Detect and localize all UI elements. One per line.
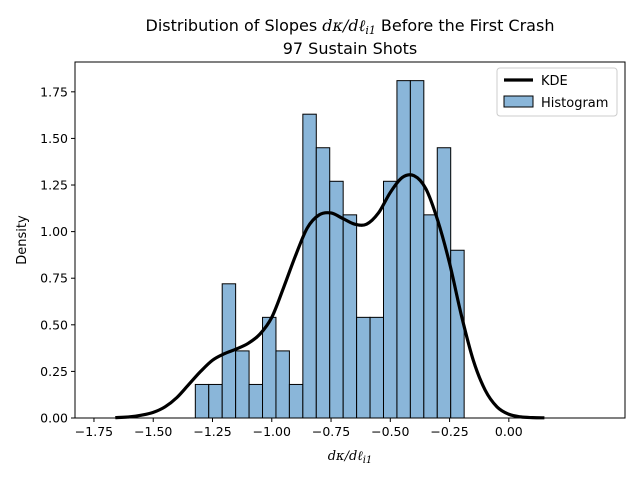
- histogram-bar: [302, 113, 317, 419]
- y-tick-label: 1.00: [40, 224, 68, 239]
- plot-area: −1.75 −1.50 −1.25 −1.00 −0.75 −0.50 −0.25 0.00 …: [40, 61, 626, 439]
- x-tick-label: −1.50: [134, 424, 172, 439]
- x-tick-label: −0.50: [371, 424, 409, 439]
- histogram-bar: [235, 350, 250, 419]
- x-tick-label: −1.25: [193, 424, 231, 439]
- y-tick-label: 0.50: [40, 317, 68, 332]
- histogram-bar: [194, 383, 210, 419]
- axes-frame: [74, 61, 626, 419]
- histogram-bar: [275, 350, 290, 419]
- y-tick-label: 0.25: [40, 364, 68, 379]
- kde-curve: [115, 173, 545, 420]
- y-tick-label: 0.75: [40, 271, 68, 286]
- x-tick-label: −1.75: [75, 424, 113, 439]
- histogram-bar: [262, 316, 277, 419]
- y-tick-label: 0.00: [40, 411, 68, 426]
- legend: KDE Histogram: [496, 67, 618, 117]
- legend-histogram-swatch: [503, 95, 534, 108]
- histogram-bar: [382, 180, 398, 419]
- histogram-bar: [208, 383, 223, 419]
- y-axis-label: Density: [15, 215, 30, 265]
- histogram-bar: [369, 316, 384, 419]
- histogram-bar: [423, 214, 438, 419]
- y-tick-label: 1.25: [40, 178, 68, 193]
- y-tick-label: 1.50: [40, 131, 68, 146]
- x-tick-label: −1.00: [253, 424, 291, 439]
- histogram-bar: [436, 147, 452, 419]
- legend-kde-label: KDE: [541, 74, 568, 89]
- x-axis-ticks: −1.75 −1.50 −1.25 −1.00 −0.75 −0.50 −0.25 0.00: [75, 418, 523, 439]
- histogram-bar: [396, 80, 411, 419]
- histogram-bars: [194, 80, 465, 419]
- x-tick-label: −0.25: [430, 424, 468, 439]
- x-axis-label: dκ/dℓi1: [328, 449, 373, 466]
- chart-title-line1: Distribution of Slopes dκ/dℓi1 Before th…: [146, 16, 555, 37]
- histogram-bar: [248, 383, 264, 419]
- x-tick-label: 0.00: [495, 424, 523, 439]
- legend-histogram-label: Histogram: [541, 96, 608, 111]
- histogram-bar: [409, 80, 425, 419]
- histogram-bar: [315, 147, 331, 419]
- histogram-bar: [342, 214, 358, 419]
- y-axis-ticks: 0.00 0.25 0.50 0.75 1.00 1.25 1.50 1.75: [40, 84, 75, 426]
- histogram-bar: [288, 383, 304, 419]
- chart-title-line2: 97 Sustain Shots: [283, 39, 418, 58]
- histogram-bar: [356, 316, 371, 419]
- x-tick-label: −0.75: [312, 424, 350, 439]
- y-tick-label: 1.75: [40, 84, 68, 99]
